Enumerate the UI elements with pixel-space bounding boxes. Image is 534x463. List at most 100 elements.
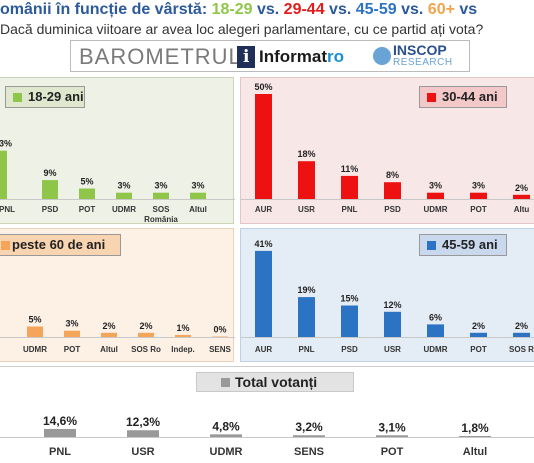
value-label: 5% — [80, 177, 93, 187]
bar — [298, 297, 315, 337]
bar — [293, 435, 325, 437]
title-part: 45-59 — [355, 1, 397, 18]
value-label: 2% — [139, 321, 152, 331]
value-label: 3,1% — [378, 420, 406, 434]
barometrul-logo: BAROMETRUL — [79, 44, 242, 69]
value-label: 12,3% — [126, 415, 160, 429]
title-part: vs. — [324, 1, 356, 18]
legend-45-59: 45-59 ani — [419, 234, 507, 256]
panel-18-29: 18-29 ani 3% PNL 9% PSD 5% POT 3% UDMR 3% SOS Româ… — [0, 77, 235, 224]
bar — [79, 188, 95, 199]
bar — [0, 150, 7, 199]
value-label: 11% — [341, 164, 359, 174]
category-label: PSD — [42, 205, 59, 214]
value-label: 3% — [0, 139, 12, 149]
title-part: vs. — [252, 1, 284, 18]
value-label: 3,2% — [295, 420, 323, 434]
title-part: 18-29 — [211, 1, 253, 18]
category-label: USR — [131, 446, 154, 458]
category-label: Altul — [463, 446, 487, 458]
value-label: 3% — [429, 181, 442, 191]
category-label: UDMR — [112, 205, 136, 214]
category-label: Indep. — [171, 345, 195, 354]
value-label: 19% — [297, 285, 315, 295]
category-label: Altu — [514, 205, 530, 214]
category-label: Altul — [189, 205, 207, 214]
category-label: UDMR — [23, 345, 47, 354]
value-label: 18% — [297, 149, 315, 159]
bar — [101, 332, 117, 337]
value-label: 3% — [191, 181, 204, 191]
value-label: 9% — [43, 168, 56, 178]
bar — [64, 330, 80, 337]
bar — [153, 192, 169, 199]
logo-bar: BAROMETRUL i Informatro INSCOP RESEARCH — [70, 40, 470, 72]
bar — [298, 161, 315, 199]
bar — [27, 326, 43, 337]
value-label: 6% — [429, 312, 442, 322]
value-label: 2% — [102, 321, 115, 331]
category-label: SOS — [153, 205, 171, 214]
chart-30-44: 50% AUR 18% USR 11% PNL 8% PSD 3% UDMR 3% POT 2% Altu — [241, 82, 534, 214]
category-label: UDMR — [210, 446, 243, 458]
bar — [384, 311, 401, 337]
value-label: 4,8% — [212, 419, 240, 433]
panel-60-plus: peste 60 de ani 5% UDMR 3% POT 2% Altul 2% SOS … — [0, 228, 235, 362]
legend-18-29: 18-29 ani — [5, 86, 85, 108]
title-part: vs — [454, 1, 478, 18]
bar — [427, 324, 444, 337]
value-label: 41% — [254, 239, 272, 249]
value-label: 0% — [213, 325, 226, 335]
title-part: 60+ — [427, 1, 455, 18]
category-label: AUR — [255, 205, 273, 214]
value-label: 1,8% — [461, 421, 489, 435]
value-label: 2% — [515, 183, 528, 193]
category-label: PNL — [49, 446, 71, 458]
inscop-logo: INSCOP RESEARCH — [371, 43, 466, 71]
value-label: 5% — [28, 315, 41, 325]
legend-total: Total votanți — [196, 372, 354, 392]
category-label: PSD — [341, 345, 358, 354]
legend-swatch — [13, 93, 22, 102]
category-label: POT — [470, 205, 487, 214]
category-label: SOS R — [509, 345, 534, 354]
bar — [212, 336, 228, 337]
bar — [210, 434, 242, 437]
legend-swatch — [221, 378, 230, 387]
value-label: 1% — [176, 323, 189, 333]
bar — [116, 192, 132, 199]
category-label: România — [144, 215, 178, 224]
bar — [513, 194, 530, 199]
panel-45-59: 45-59 ani 41% AUR 19% PNL 15% PSD 12% USR 6% UDMR… — [240, 228, 534, 362]
chart-45-59: 41% AUR 19% PNL 15% PSD 12% USR 6% UDMR 2% POT 2% SOS… — [241, 239, 534, 354]
legend-swatch — [427, 93, 436, 102]
category-label: PNL — [342, 205, 358, 214]
informat-logo: Informatro — [259, 47, 344, 66]
value-label: 2% — [472, 321, 485, 331]
chart-60-plus: 5% UDMR 3% POT 2% Altul 2% SOS Ro 1% Indep. 0% SENS — [0, 315, 235, 354]
page-subtitle: Dacă duminica viitoare ar avea loc alege… — [0, 21, 484, 37]
value-label: 3% — [65, 319, 78, 329]
title-part: omânii în funcție de vârstă: — [0, 1, 212, 18]
value-label: 15% — [340, 294, 358, 304]
category-label: UDMR — [424, 345, 448, 354]
bar — [470, 332, 487, 337]
category-label: POT — [64, 345, 81, 354]
bar — [255, 94, 272, 199]
category-label: PSD — [384, 205, 401, 214]
bar — [470, 192, 487, 199]
bar — [459, 436, 491, 437]
panel-total: 14,6% PNL 12,3% USR 4,8% UDMR 3,2% SENS 3,1% POT 1… — [0, 366, 534, 463]
bar — [376, 435, 408, 437]
bar — [427, 192, 444, 199]
value-label: 2% — [515, 321, 528, 331]
category-label: SENS — [294, 446, 324, 458]
chart-total: 14,6% PNL 12,3% USR 4,8% UDMR 3,2% SENS 3,1% POT 1… — [0, 414, 534, 458]
category-label: AUR — [255, 345, 273, 354]
bar — [138, 332, 154, 337]
category-label: Altul — [100, 345, 118, 354]
inscop-logo-icon — [373, 47, 391, 65]
category-label: PNL — [0, 205, 15, 214]
title-part: 29-44 — [283, 1, 325, 18]
bar — [255, 250, 272, 337]
